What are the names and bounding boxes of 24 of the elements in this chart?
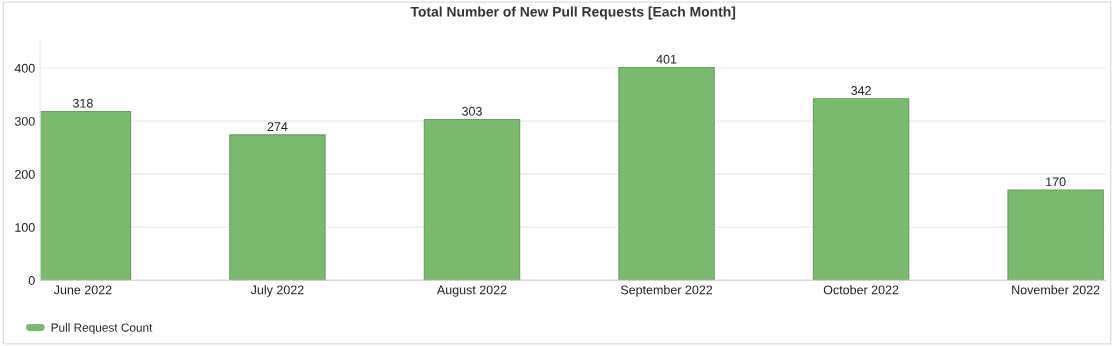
y-tick-label: 400	[14, 63, 35, 73]
y-tick-label: 300	[14, 116, 35, 126]
x-tick-label: October 2022	[823, 285, 899, 295]
bar	[229, 134, 326, 281]
bar	[1007, 189, 1104, 281]
data-label: 303	[462, 106, 482, 116]
bar	[618, 66, 715, 281]
legend-label: Pull Request Count	[51, 323, 153, 335]
y-tick-label: 200	[15, 169, 35, 179]
data-label: 274	[267, 122, 288, 131]
data-label: 401	[656, 54, 677, 64]
x-tick-label: November 2022	[1012, 285, 1100, 295]
x-tick-label: June 2022	[53, 285, 112, 295]
y-tick-label: 100	[15, 223, 35, 232]
chart-title: Total Number of New Pull Requests [Each Month]	[410, 6, 736, 20]
data-label: 318	[72, 98, 93, 108]
bar	[812, 98, 910, 281]
data-label: 170	[1046, 177, 1066, 187]
x-tick-label: July 2022	[250, 285, 304, 297]
x-tick-label: August 2022	[436, 285, 507, 297]
data-label: 342	[851, 86, 871, 95]
y-tick-label: 0	[28, 276, 35, 285]
x-tick-label: September 2022	[620, 285, 713, 297]
bar	[423, 118, 521, 281]
